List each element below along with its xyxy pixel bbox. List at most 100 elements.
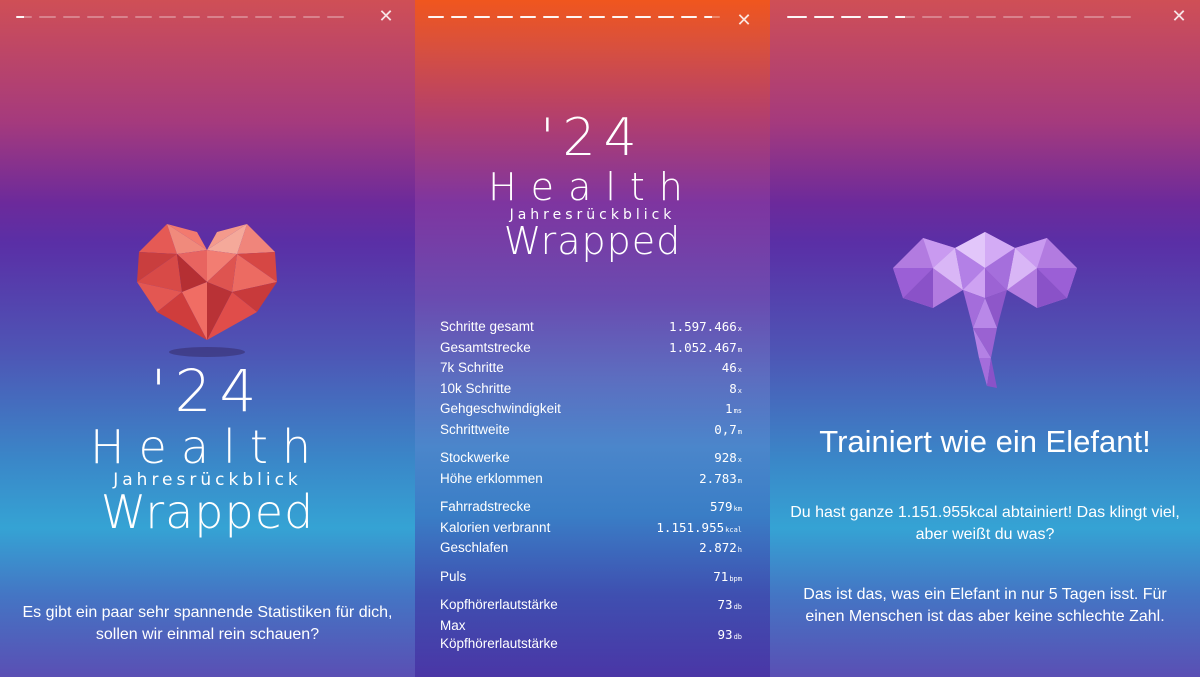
stat-value: 93db — [717, 626, 743, 642]
progress-segment — [474, 16, 490, 18]
progress-segment — [255, 16, 272, 18]
progress-segment — [135, 16, 152, 18]
progress-segment — [63, 16, 80, 18]
stat-row: Schrittweite 0,7m — [440, 421, 750, 442]
logo-wrapped: Wrapped — [503, 219, 682, 263]
progress-segment — [589, 16, 605, 18]
elephant-screen[interactable]: ✕ Trainiert wie — [770, 0, 1200, 677]
intro-screen[interactable]: ✕ '24 Health Jahre — [0, 0, 415, 677]
stat-row: Gesamtstrecke 1.052.467m — [440, 339, 750, 360]
stat-label: Gesamtstrecke — [440, 339, 531, 355]
stat-value: 73db — [717, 597, 743, 612]
progress-segment — [87, 16, 104, 18]
progress-segment — [976, 16, 996, 18]
stat-label: Schritte gesamt — [440, 319, 534, 334]
progress-segment — [327, 16, 344, 18]
progress-segment — [1084, 16, 1104, 18]
logo-subtitle: Jahresrückblick — [509, 207, 676, 223]
progress-segment — [183, 16, 200, 18]
progress-segment — [159, 16, 176, 18]
story-progress-bar — [16, 16, 344, 18]
stat-label: Geschlafen — [440, 540, 509, 555]
stat-value: 8x — [729, 380, 742, 396]
progress-segment — [1111, 16, 1131, 18]
progress-segment — [814, 16, 834, 18]
stat-label: Stockwerke — [440, 450, 510, 465]
progress-segment — [520, 16, 536, 18]
progress-segment — [566, 16, 582, 18]
progress-segment — [841, 16, 861, 18]
stats-list: Schritte gesamt 1.597.466x Gesamtstrecke… — [440, 318, 750, 654]
stat-row: Schritte gesamt 1.597.466x — [440, 318, 750, 339]
stat-row: Puls 71bpm — [440, 568, 750, 589]
stat-row: 10k Schritte 8x — [440, 380, 750, 401]
story-progress-bar — [787, 16, 1131, 18]
stat-label: Puls — [440, 568, 467, 584]
close-icon[interactable]: ✕ — [736, 10, 752, 31]
elephant-headline: Trainiert wie ein Elefant! — [819, 424, 1151, 459]
stat-value: 2.872h — [699, 540, 742, 555]
progress-segment — [303, 16, 320, 18]
stat-row: Höhe erklommen 2.783m — [440, 470, 750, 491]
close-icon[interactable]: ✕ — [1171, 6, 1187, 27]
stat-value: 1.151.955kcal — [656, 519, 742, 535]
intro-text: Es gibt ein paar sehr spannende Statisti… — [22, 604, 393, 643]
health-wrapped-logo: '24 Health Jahresrückblick Wrapped — [415, 110, 770, 260]
stat-row: Kopfhörerlautstärke 73db — [440, 596, 750, 617]
stat-row: Max Köpfhörerlautstärke 93db — [440, 617, 750, 654]
progress-segment — [231, 16, 248, 18]
progress-segment — [787, 16, 807, 18]
stat-value: 579km — [709, 499, 742, 514]
stat-label: Max Köpfhörerlautstärke — [440, 617, 558, 652]
progress-segment — [1030, 16, 1050, 18]
stat-value: 2.783m — [699, 470, 742, 486]
logo-wrapped: Wrapped — [100, 485, 315, 539]
progress-segment — [895, 16, 915, 18]
progress-segment — [16, 16, 32, 18]
stat-row: Geschlafen 2.872h — [440, 539, 750, 560]
stat-label: Schrittweite — [440, 421, 510, 437]
progress-segment — [111, 16, 128, 18]
progress-segment — [949, 16, 969, 18]
stat-row: Stockwerke 928x — [440, 449, 750, 470]
story-progress-bar — [428, 16, 720, 18]
logo-year: '24 — [150, 357, 265, 425]
logo-health: Health — [89, 420, 326, 474]
stat-label: Kopfhörerlautstärke — [440, 597, 558, 612]
stats-screen[interactable]: ✕ '24 Health Jahresrückblick Wrapped Sch… — [415, 0, 770, 677]
progress-segment — [612, 16, 628, 18]
stat-label: 10k Schritte — [440, 380, 512, 396]
logo-health: Health — [488, 165, 697, 209]
heart-icon — [137, 224, 277, 357]
logo-subtitle: Jahresrückblick — [113, 470, 302, 490]
stat-row: Fahrradstrecke 579km — [440, 498, 750, 519]
progress-segment — [279, 16, 296, 18]
stat-value: 71bpm — [713, 568, 742, 584]
calories-paragraph: Du hast ganze 1.151.955kcal abtainiert! … — [790, 504, 1180, 543]
close-icon[interactable]: ✕ — [378, 6, 394, 27]
progress-segment — [543, 16, 559, 18]
elephant-comparison-paragraph: Das ist das, was ein Elefant in nur 5 Ta… — [803, 586, 1167, 625]
progress-segment — [681, 16, 697, 18]
progress-segment — [1057, 16, 1077, 18]
progress-segment — [868, 16, 888, 18]
progress-segment — [451, 16, 467, 18]
progress-segment — [39, 16, 56, 18]
stat-value: 1.052.467m — [669, 339, 742, 355]
progress-segment — [704, 16, 720, 18]
stat-value: 46x — [721, 360, 742, 375]
progress-segment — [922, 16, 942, 18]
stat-value: 928x — [714, 450, 742, 465]
logo-year: '24 — [540, 108, 645, 168]
stat-value: 1.597.466x — [669, 319, 742, 334]
stat-value: 1ms — [725, 401, 742, 416]
stat-row: Kalorien verbrannt 1.151.955kcal — [440, 519, 750, 540]
health-wrapped-logo: '24 Health Jahresrückblick Wrapped — [0, 360, 415, 535]
progress-segment — [428, 16, 444, 18]
stat-value: 0,7m — [714, 421, 742, 437]
stat-row: 7k Schritte 46x — [440, 359, 750, 380]
elephant-icon — [893, 232, 1077, 388]
stat-label: 7k Schritte — [440, 360, 504, 375]
progress-segment — [497, 16, 513, 18]
